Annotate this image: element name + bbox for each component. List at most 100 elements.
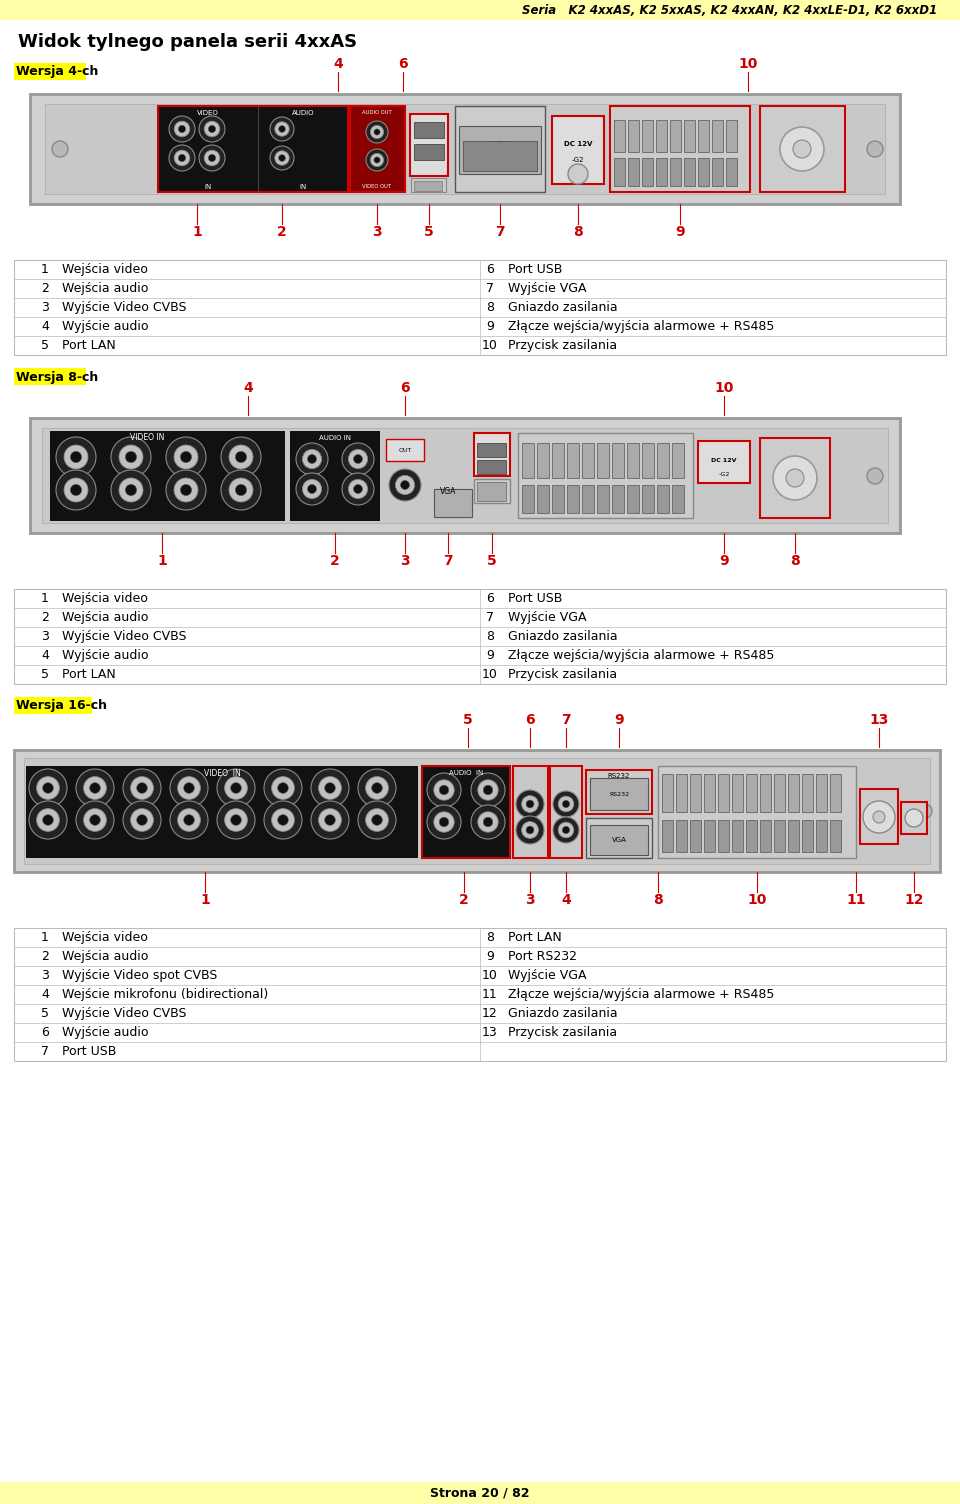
Circle shape <box>225 809 248 832</box>
Bar <box>802 820 813 851</box>
Circle shape <box>275 122 289 137</box>
Circle shape <box>204 122 220 137</box>
Bar <box>26 766 418 857</box>
Bar <box>712 120 723 152</box>
Circle shape <box>270 146 294 170</box>
Circle shape <box>70 451 82 463</box>
Circle shape <box>221 469 261 510</box>
Text: DC 12V: DC 12V <box>564 141 592 147</box>
Text: 2: 2 <box>459 893 468 907</box>
Text: OUT: OUT <box>398 448 412 453</box>
Text: -G2: -G2 <box>718 472 730 477</box>
Circle shape <box>174 122 190 137</box>
Bar <box>642 484 654 513</box>
Text: 7: 7 <box>486 283 494 295</box>
Circle shape <box>33 805 47 818</box>
Bar <box>614 120 625 152</box>
Circle shape <box>516 790 544 818</box>
Circle shape <box>793 140 811 158</box>
Bar <box>672 484 684 513</box>
Text: Port USB: Port USB <box>62 1045 116 1057</box>
Circle shape <box>311 769 349 808</box>
Circle shape <box>372 815 382 826</box>
Text: VGA: VGA <box>490 141 511 150</box>
Text: Wejścia audio: Wejścia audio <box>62 283 149 295</box>
Bar <box>698 158 709 186</box>
Text: 5: 5 <box>424 226 434 239</box>
Circle shape <box>174 478 198 502</box>
Bar <box>50 432 285 520</box>
Bar <box>513 766 548 857</box>
Text: Widok tylnego panela serii 4xxAS: Widok tylnego panela serii 4xxAS <box>18 33 357 51</box>
Circle shape <box>199 116 225 141</box>
Text: VIDEO  IN: VIDEO IN <box>204 769 240 778</box>
Circle shape <box>180 451 192 463</box>
Bar <box>684 120 695 152</box>
Text: 10: 10 <box>747 893 767 907</box>
Bar <box>642 158 653 186</box>
Text: Wersja 16-ch: Wersja 16-ch <box>16 699 107 713</box>
Bar <box>14 368 86 385</box>
Circle shape <box>348 450 368 469</box>
Bar <box>746 820 757 851</box>
Bar <box>582 484 594 513</box>
Circle shape <box>358 769 396 808</box>
Circle shape <box>483 785 492 794</box>
Text: RS232: RS232 <box>608 773 630 779</box>
Bar <box>658 766 856 857</box>
Circle shape <box>36 809 60 832</box>
Bar <box>657 484 669 513</box>
Text: 10: 10 <box>738 57 757 71</box>
Bar <box>676 820 687 851</box>
Bar <box>522 484 534 513</box>
Circle shape <box>526 826 534 833</box>
Circle shape <box>64 445 88 469</box>
Circle shape <box>183 782 194 793</box>
Circle shape <box>918 805 932 818</box>
Circle shape <box>400 480 410 489</box>
Text: -G2: -G2 <box>572 156 585 162</box>
Text: 11: 11 <box>847 893 866 907</box>
Circle shape <box>558 796 574 812</box>
Circle shape <box>56 438 96 477</box>
Bar <box>567 484 579 513</box>
Circle shape <box>311 802 349 839</box>
Circle shape <box>521 796 539 812</box>
Circle shape <box>434 812 454 832</box>
Circle shape <box>174 150 190 165</box>
Circle shape <box>427 773 461 808</box>
Circle shape <box>371 125 384 138</box>
Bar <box>14 63 86 80</box>
Circle shape <box>434 779 454 800</box>
Bar <box>656 120 667 152</box>
Text: Gniazdo zasilania: Gniazdo zasilania <box>508 301 617 314</box>
Circle shape <box>70 484 82 496</box>
Text: 4: 4 <box>243 381 252 396</box>
Bar <box>642 120 653 152</box>
Bar <box>537 484 549 513</box>
Text: Wejście mikrofonu (bidirectional): Wejście mikrofonu (bidirectional) <box>62 988 268 1002</box>
Circle shape <box>126 451 136 463</box>
Bar <box>670 158 681 186</box>
Bar <box>774 775 785 812</box>
Text: 1: 1 <box>200 893 210 907</box>
Text: IN: IN <box>204 183 211 190</box>
Circle shape <box>56 469 96 510</box>
Text: 10: 10 <box>482 969 498 982</box>
Bar <box>746 775 757 812</box>
Text: Wersja 8-ch: Wersja 8-ch <box>16 370 98 384</box>
Bar <box>732 775 743 812</box>
Circle shape <box>119 478 143 502</box>
Bar <box>726 158 737 186</box>
Text: Przycisk zasilania: Przycisk zasilania <box>508 1026 617 1039</box>
Circle shape <box>52 141 68 156</box>
Text: Wersja 4-ch: Wersja 4-ch <box>16 66 98 78</box>
Circle shape <box>166 469 206 510</box>
Text: 2: 2 <box>41 283 49 295</box>
Text: Wyjście Video CVBS: Wyjście Video CVBS <box>62 1008 186 1020</box>
Circle shape <box>229 478 253 502</box>
Bar <box>455 105 545 193</box>
Text: 8: 8 <box>790 553 800 569</box>
Circle shape <box>366 149 388 171</box>
Bar <box>590 778 648 811</box>
